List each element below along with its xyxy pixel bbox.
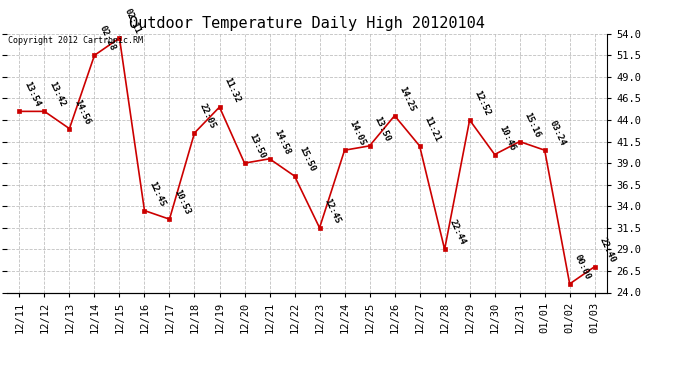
Text: 13:42: 13:42 bbox=[47, 80, 67, 109]
Text: 10:46: 10:46 bbox=[497, 123, 517, 152]
Text: 03:24: 03:24 bbox=[547, 119, 567, 147]
Text: 22:05: 22:05 bbox=[197, 102, 217, 130]
Text: 14:56: 14:56 bbox=[72, 98, 92, 126]
Text: 02:28: 02:28 bbox=[97, 24, 117, 52]
Text: 10:53: 10:53 bbox=[172, 188, 192, 216]
Text: 13:54: 13:54 bbox=[22, 80, 41, 109]
Text: 15:50: 15:50 bbox=[297, 145, 317, 173]
Text: 13:50: 13:50 bbox=[247, 132, 267, 160]
Text: 02:11: 02:11 bbox=[122, 7, 141, 35]
Text: 00:00: 00:00 bbox=[573, 253, 592, 281]
Text: 11:32: 11:32 bbox=[222, 76, 242, 104]
Text: 11:21: 11:21 bbox=[422, 115, 442, 143]
Text: 22:44: 22:44 bbox=[447, 218, 467, 247]
Text: Copyright 2012 Cartronic.RM: Copyright 2012 Cartronic.RM bbox=[8, 36, 143, 45]
Text: 14:25: 14:25 bbox=[397, 85, 417, 113]
Text: 14:05: 14:05 bbox=[347, 119, 367, 147]
Text: 13:50: 13:50 bbox=[373, 115, 392, 143]
Title: Outdoor Temperature Daily High 20120104: Outdoor Temperature Daily High 20120104 bbox=[129, 16, 485, 31]
Text: 12:52: 12:52 bbox=[473, 89, 492, 117]
Text: 22:40: 22:40 bbox=[598, 236, 617, 264]
Text: 15:16: 15:16 bbox=[522, 111, 542, 139]
Text: 12:45: 12:45 bbox=[147, 180, 167, 208]
Text: 12:45: 12:45 bbox=[322, 197, 342, 225]
Text: 14:58: 14:58 bbox=[273, 128, 292, 156]
